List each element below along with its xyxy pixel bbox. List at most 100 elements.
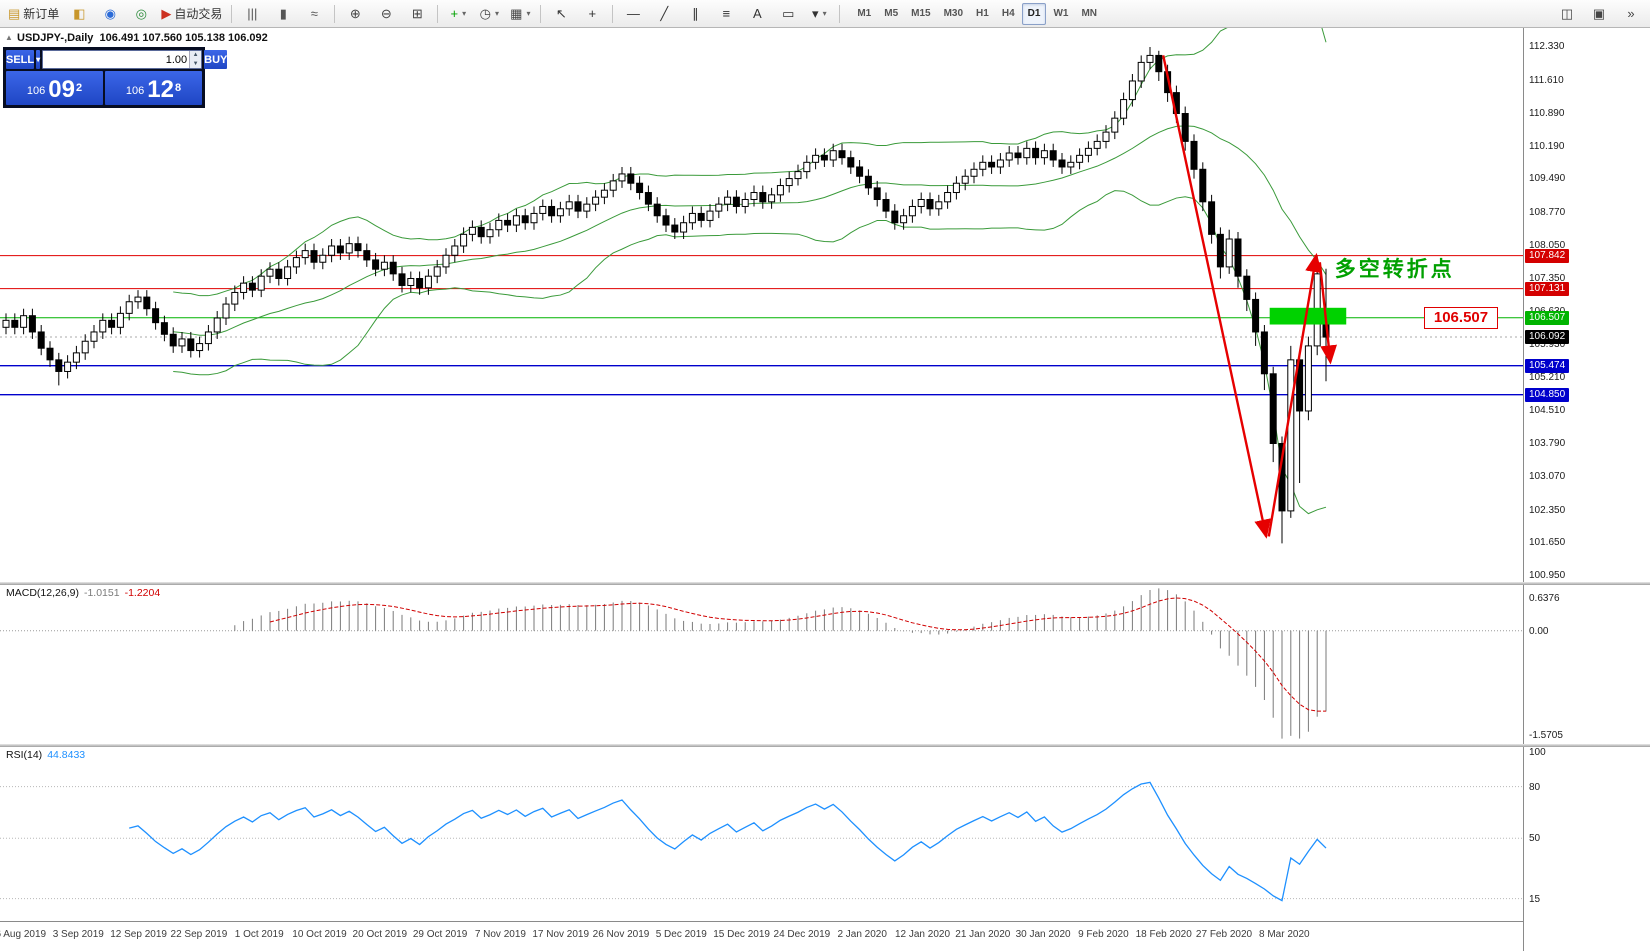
bid-big: 09 <box>48 76 75 103</box>
rsi-pane[interactable] <box>0 747 1523 921</box>
crosshair-icon: + <box>588 6 597 21</box>
date-label: 29 Oct 2019 <box>412 929 468 940</box>
text-button[interactable]: A <box>742 2 772 26</box>
date-label: 10 Oct 2019 <box>292 929 347 940</box>
sell-button[interactable]: SELL <box>6 50 35 69</box>
candle-body <box>1137 61 1145 82</box>
candle-body <box>583 203 591 212</box>
candle-body <box>266 268 274 277</box>
templates-button[interactable]: ▦ ▾ <box>505 2 535 26</box>
arrange-windows-button[interactable]: ◫ <box>1552 2 1582 26</box>
volume-input[interactable] <box>43 51 190 68</box>
candle-body <box>72 352 80 363</box>
bar-chart-button[interactable]: ||| <box>237 2 267 26</box>
candle-body <box>680 222 688 233</box>
date-label: 24 Dec 2019 <box>773 929 831 940</box>
candle-body <box>944 192 952 203</box>
periods-button[interactable]: ◷ ▾ <box>474 2 504 26</box>
ask-price-tile[interactable]: 106 12 8 <box>105 71 202 105</box>
channel-button[interactable]: ∥ <box>680 2 710 26</box>
indicators-button[interactable]: + ▾ <box>443 2 473 26</box>
candle-body <box>398 273 406 286</box>
tf-button-M1[interactable]: M1 <box>857 8 872 19</box>
macd-label: MACD(12,26,9) -1.0151 -1.2204 <box>6 587 160 599</box>
toolbar-overflow-button[interactable]: » <box>1627 6 1635 21</box>
arrows-button[interactable]: ▾ ▾ <box>804 2 834 26</box>
candle-body <box>592 196 600 205</box>
indicator-line <box>173 190 1327 515</box>
bid-group: 106 <box>26 85 46 98</box>
trend-arrow[interactable] <box>1267 252 1322 537</box>
text-label-button[interactable]: ▭ <box>773 2 803 26</box>
candle-body <box>187 338 195 352</box>
rsi-tick: 15 <box>1529 893 1541 905</box>
zoom-in-button[interactable]: ⊕ <box>340 2 370 26</box>
tf-button-M5[interactable]: M5 <box>884 8 899 19</box>
pane-separator[interactable] <box>0 744 1650 747</box>
trendline-button[interactable]: ╱ <box>649 2 679 26</box>
candle-chart-button[interactable]: ▮ <box>268 2 298 26</box>
new-order-button[interactable]: ▤ 新订单 <box>4 2 63 26</box>
spinner-up-icon[interactable]: ▲ <box>190 51 202 60</box>
pane-separator[interactable] <box>0 582 1650 585</box>
candle-body <box>372 259 380 270</box>
line-chart-button[interactable]: ≈ <box>299 2 329 26</box>
tf-button-H1[interactable]: H1 <box>976 8 989 19</box>
trend-arrow[interactable] <box>1318 262 1337 365</box>
candle-body <box>768 194 776 203</box>
price-tick: 103.790 <box>1529 437 1566 449</box>
toolbar-separator <box>437 4 439 23</box>
candle-body <box>108 319 116 328</box>
tf-button-H4[interactable]: H4 <box>1001 8 1015 19</box>
crosshair-button[interactable]: + <box>577 2 607 26</box>
fibonacci-button[interactable]: ≡ <box>711 2 741 26</box>
candle-body <box>732 196 740 207</box>
price-tick: 112.330 <box>1529 41 1565 53</box>
rsi-name: RSI(14) <box>6 749 43 761</box>
tf-button-D1[interactable]: D1 <box>1021 2 1047 25</box>
one-click-panel-toggle-icon[interactable]: ▲ <box>5 33 13 42</box>
cursor-button[interactable]: ↖ <box>546 2 576 26</box>
macd-pane[interactable] <box>0 585 1523 744</box>
date-label: 3 Sep 2019 <box>52 929 104 940</box>
date-label: 1 Oct 2019 <box>234 929 284 940</box>
tf-button-M30[interactable]: M30 <box>943 8 964 19</box>
new-chart-button[interactable]: ◧ <box>64 2 94 26</box>
bid-price-tile[interactable]: 106 09 2 <box>6 71 103 105</box>
price-chart-pane[interactable] <box>0 28 1523 582</box>
candle-body <box>1128 80 1136 101</box>
community-button[interactable]: ▣ <box>1584 2 1614 26</box>
candle-body <box>240 282 248 293</box>
one-click-trading-panel: SELL ▾ ▲ ▼ BUY 106 09 2 106 12 8 <box>3 47 228 108</box>
date-label: 2 Jan 2020 <box>837 929 887 940</box>
volume-spinner[interactable]: ▲ ▼ <box>189 51 202 68</box>
candle-body <box>820 154 828 161</box>
sell-dropdown-caret-icon[interactable]: ▾ <box>36 50 41 69</box>
tile-windows-button[interactable]: ⊞ <box>402 2 432 26</box>
candle-body <box>28 315 36 333</box>
auto-trading-button[interactable]: ▶ 自动交易 <box>157 2 226 26</box>
rsi-tick: 50 <box>1529 833 1541 845</box>
tf-button-W1[interactable]: W1 <box>1053 8 1069 19</box>
horizontal-line-button[interactable]: — <box>618 2 648 26</box>
price-tick: 111.610 <box>1529 74 1564 86</box>
candle-body <box>1032 147 1040 159</box>
buy-button[interactable]: BUY <box>204 50 228 69</box>
trend-arrow[interactable] <box>1162 55 1271 539</box>
dropdown-caret-icon: ▾ <box>822 9 827 18</box>
candle-body <box>275 268 283 280</box>
candle-body <box>512 215 520 226</box>
candle-body <box>530 212 538 224</box>
trendline-icon: ╱ <box>660 6 669 21</box>
candle-body <box>856 166 864 177</box>
market-watch-button[interactable]: ◎ <box>126 2 156 26</box>
spinner-down-icon[interactable]: ▼ <box>190 59 202 68</box>
macd-signal-value: -1.2204 <box>124 587 161 599</box>
date-label: 26 Nov 2019 <box>592 929 650 940</box>
tf-button-M15[interactable]: M15 <box>911 8 931 19</box>
tf-button-MN[interactable]: MN <box>1081 8 1097 19</box>
profiles-button[interactable]: ◉ <box>95 2 125 26</box>
candle-body <box>917 198 925 207</box>
zoom-out-button[interactable]: ⊖ <box>371 2 401 26</box>
dropdown-caret-icon: ▾ <box>526 9 531 18</box>
